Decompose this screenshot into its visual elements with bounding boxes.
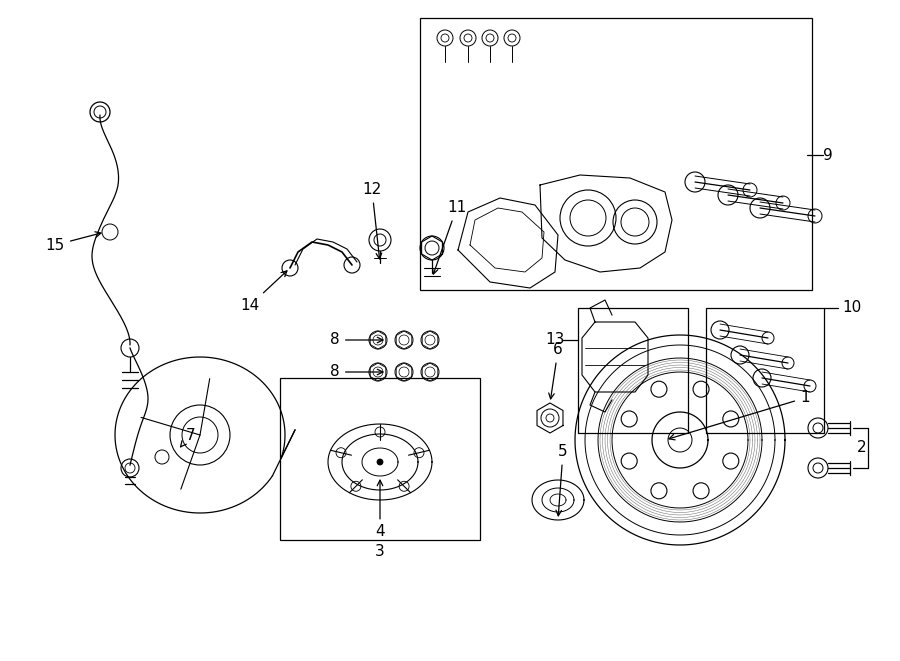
Text: 9: 9 xyxy=(824,147,832,163)
Bar xyxy=(280,378,480,540)
Circle shape xyxy=(377,459,383,465)
Text: 8: 8 xyxy=(330,332,382,348)
Bar xyxy=(706,308,824,433)
Text: 15: 15 xyxy=(46,232,101,253)
Text: 8: 8 xyxy=(330,364,382,379)
Text: 4: 4 xyxy=(375,480,385,539)
Text: 3: 3 xyxy=(375,545,385,559)
Text: 7: 7 xyxy=(181,428,195,447)
Text: 2: 2 xyxy=(857,440,867,455)
Text: 13: 13 xyxy=(545,332,565,348)
Text: 12: 12 xyxy=(363,182,382,259)
Bar xyxy=(578,308,688,433)
Text: 1: 1 xyxy=(669,391,810,440)
Text: 10: 10 xyxy=(842,301,861,315)
Text: 11: 11 xyxy=(433,200,466,274)
Text: 14: 14 xyxy=(241,271,287,313)
Bar xyxy=(420,18,812,290)
Text: 5: 5 xyxy=(556,444,568,516)
Text: 6: 6 xyxy=(549,342,562,399)
